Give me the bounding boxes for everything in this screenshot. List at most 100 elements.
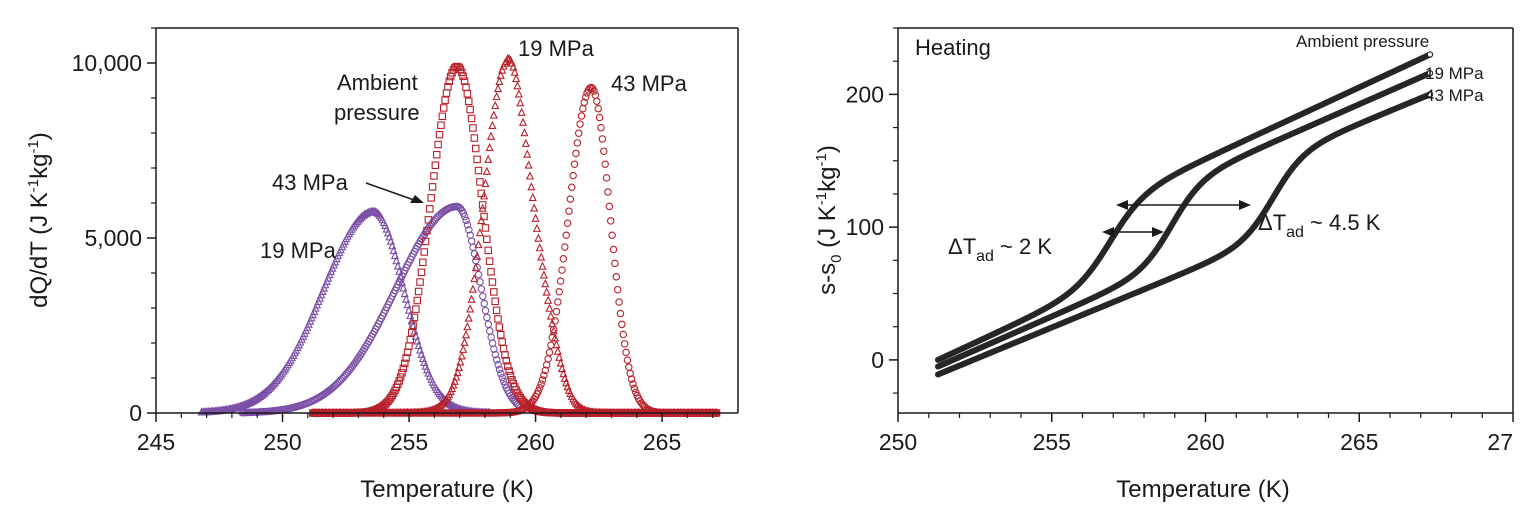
data-point-triangle — [450, 376, 459, 385]
data-point-square — [494, 315, 502, 323]
data-point-square — [467, 114, 476, 123]
data-point-circle — [600, 147, 608, 155]
data-point-square — [469, 124, 477, 132]
data-point-square — [428, 183, 437, 191]
data-point-circle — [593, 97, 601, 105]
data-point-triangle — [488, 120, 497, 129]
data-point-circle — [570, 160, 579, 168]
annotation-delta-t-2k: ΔTad ~ 2 K — [948, 234, 1052, 265]
data-point-triangle — [555, 352, 564, 361]
data-point-triangle — [556, 358, 565, 367]
data-point-triangle — [453, 367, 462, 377]
data-point-circle — [465, 226, 473, 234]
data-point-circle — [619, 330, 627, 339]
data-point-circle — [491, 350, 500, 359]
data-point-circle — [602, 174, 611, 182]
data-point-triangle — [463, 322, 472, 331]
data-point-circle — [479, 292, 487, 301]
data-point-triangle — [479, 191, 489, 200]
entropy-curve-ambient-pressure — [934, 51, 1433, 363]
data-point-triangle — [521, 138, 530, 147]
data-point-square — [491, 297, 499, 306]
data-point-circle — [477, 285, 486, 293]
right-y-axis-title: s-s0 (J K-1kg-1) — [813, 145, 845, 295]
data-point-circle — [486, 327, 494, 335]
annotation-delta-t-4-5k: ΔTad ~ 4.5 K — [1258, 210, 1381, 241]
data-point-square — [490, 288, 498, 296]
data-point-circle — [480, 299, 488, 308]
data-point-triangle — [541, 279, 550, 288]
data-point-circle — [460, 212, 469, 221]
data-point-triangle — [262, 386, 272, 395]
series-label-ambient: Ambient pressure — [1296, 32, 1429, 51]
data-point-triangle — [530, 203, 539, 212]
data-point-triangle — [518, 117, 528, 126]
data-point-square — [426, 205, 434, 213]
data-point-triangle — [464, 313, 473, 322]
data-point-circle — [609, 245, 618, 254]
data-point-circle — [537, 380, 545, 388]
data-point-circle — [549, 325, 558, 334]
data-point-square — [506, 371, 515, 380]
right-y-tick-label: 0 — [871, 347, 884, 373]
data-point-square — [400, 359, 409, 368]
data-point-triangle — [531, 213, 540, 222]
data-point-circle — [565, 207, 573, 215]
data-point-triangle — [509, 62, 518, 71]
annotation-43mpa-heating: 43 MPa — [611, 71, 688, 96]
data-point-triangle — [550, 333, 560, 342]
data-point-square — [437, 121, 445, 129]
data-point-square — [420, 248, 428, 256]
data-point-circle — [580, 98, 589, 107]
data-point-square — [438, 112, 447, 121]
data-point-square — [495, 323, 504, 331]
data-point-square — [480, 212, 488, 221]
data-point-circle — [551, 317, 559, 325]
data-point-triangle — [539, 270, 549, 279]
data-point-triangle — [514, 89, 523, 98]
data-point-triangle — [525, 171, 535, 180]
series-label-19mpa: 19 MPa — [1425, 64, 1484, 83]
data-point-circle — [562, 231, 570, 240]
data-point-square — [487, 268, 495, 276]
data-point-circle — [487, 333, 495, 341]
data-point-square — [405, 342, 413, 350]
right-x-axis-title: Temperature (K) — [1116, 476, 1289, 503]
data-point-square — [398, 369, 406, 377]
data-point-circle — [597, 123, 605, 132]
left-ticks: 245 250 255 260 265 0 5,000 10,000 — [72, 27, 714, 455]
data-point-square — [474, 166, 483, 175]
data-point-triangle — [524, 160, 533, 169]
data-point-circle — [612, 273, 621, 281]
data-point-circle — [616, 309, 625, 318]
data-point-triangle — [496, 70, 505, 79]
right-x-tick-label: 27 — [1487, 429, 1513, 455]
data-point-triangle — [491, 100, 500, 110]
series-label-43mpa: 43 MPa — [1425, 86, 1484, 105]
annotation-ambient-line2: pressure — [334, 100, 420, 125]
data-point-triangle — [493, 83, 503, 93]
data-point-circle — [484, 320, 493, 329]
data-point-circle — [623, 356, 632, 364]
data-point-square — [498, 338, 506, 346]
data-point-square — [481, 224, 490, 232]
data-point-triangle — [517, 107, 526, 116]
data-point-circle — [622, 348, 630, 357]
data-point-circle — [555, 288, 563, 296]
data-point-square — [424, 216, 433, 224]
left-y-tick-label: 0 — [129, 400, 142, 426]
data-point-triangle — [542, 287, 551, 296]
data-point-triangle — [513, 81, 522, 90]
data-point-square — [470, 134, 479, 142]
data-point-triangle — [390, 250, 400, 260]
data-point-triangle — [459, 344, 468, 353]
data-point-square — [421, 237, 430, 246]
left-panel: 245 250 255 260 265 0 5,000 10,000 Temperature … — [25, 27, 739, 503]
data-point-square — [427, 194, 435, 202]
data-point-square — [471, 144, 480, 153]
data-point-circle — [569, 171, 577, 180]
entropy-curve-end-marker — [1426, 91, 1434, 98]
data-point-triangle — [484, 154, 493, 163]
